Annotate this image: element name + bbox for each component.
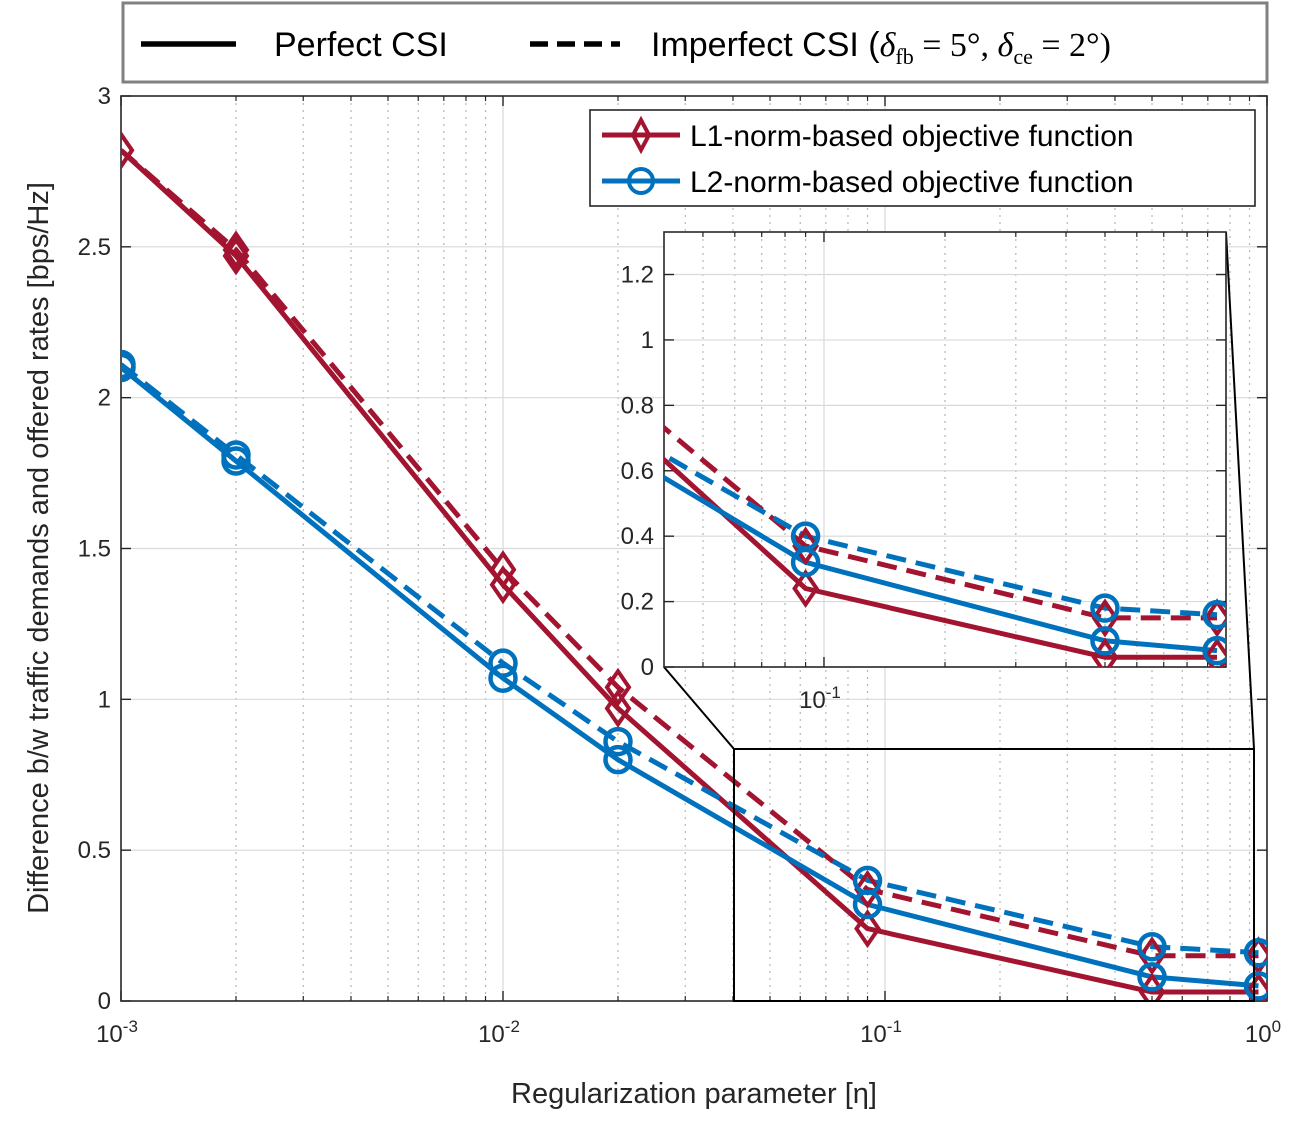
x-axis-label: Regularization parameter [η] [511,1078,877,1110]
main-series-2-marker [1137,962,1167,992]
inset-axes: 10-1 0 0.2 0.4 0.6 0.8 1 1.2 [621,231,1227,714]
legend-circle-marker [627,167,655,195]
main-series-1-marker [222,230,250,270]
chart_data-y-tick-label: 0 [98,988,111,1015]
main-series-1-marker [489,550,517,590]
chart_data-y-tick-label: 1 [98,686,111,713]
chart_data.inset-x-tick-label: 10-1 [799,683,841,714]
chart_data.inset-y-tick-label: 0.2 [621,589,654,616]
chart_data.inset-y-tick-label: 1.2 [621,262,654,289]
zoom-region [663,231,1255,1002]
chart_data-y-tick-label: 2.5 [78,234,111,261]
chart_data-y-tick-label: 2 [98,385,111,412]
legend-perfect-label: Perfect CSI [274,26,448,64]
series-legend: L1-norm-based objective function L2-norm… [589,109,1256,207]
chart_data.inset-y-tick-label: 0.6 [621,458,654,485]
zoom-connector-right [1225,231,1255,750]
chart_data-x-tick-label: 10-3 [96,1017,138,1048]
chart_data-x-tick-label: 10-1 [860,1017,902,1048]
main-series-0-marker [489,565,517,605]
chart_data-y-tick-label: 1.5 [78,536,111,563]
main-series-0-marker [854,909,881,949]
main-series-2-marker [603,744,633,775]
main-series-3-marker [1243,937,1267,968]
inset-series-1-marker [1091,598,1119,638]
main-series-3-marker [121,349,136,380]
main-series-3-marker [1137,931,1167,962]
main-series-3-marker [221,440,251,470]
chart_data.inset-y-tick-label: 0.8 [621,392,654,419]
main-series-1-marker [1138,936,1166,976]
zoom-box [733,748,1255,1002]
inset-series-1-marker [1203,598,1226,638]
chart_data-y-tick-label: 3 [98,83,111,110]
inset-series-0-marker [792,568,820,609]
inset-series-0-line [664,456,1217,660]
main-series-3-line [121,362,1259,956]
top-legend: Perfect CSI Imperfect CSI (δfb = 5°, δce… [121,1,1269,84]
chart_data.inset-y-tick-label: 1 [641,327,654,354]
chart_data-x-tick-label: 100 [1245,1017,1281,1048]
chart_data.inset-y-tick-label: 0 [641,654,654,681]
inset-series-3-marker [1202,599,1226,630]
zoom-connector-left [663,666,735,750]
main-series-1-line [121,148,1259,959]
main-series-3-marker [852,865,883,896]
legend-l2-label: L2-norm-based objective function [690,166,1134,199]
chart_data.inset-y-tick-label: 0.4 [621,523,654,550]
main-series-2-marker [1243,971,1267,1001]
inset-series-2-marker [1202,635,1226,666]
legend-l1-label: L1-norm-based objective function [690,120,1134,153]
main-series-2-marker [488,663,518,693]
inset-series-0-marker [1203,637,1226,667]
main-series-3-marker [488,648,518,678]
main-series-0-marker [222,236,250,276]
main-series-0-marker [1245,972,1267,1001]
chart_data-x-tick-label: 10-2 [478,1017,520,1048]
inset-series-2-marker [1090,626,1120,656]
main-series-0-marker [604,688,632,728]
inset-series-1-marker [792,526,820,566]
main-series-1-marker [604,667,632,707]
inset-series-3-marker [790,521,821,551]
inset-series-3-line [664,452,1218,618]
inset-series-3-marker [1090,593,1120,623]
legend-imperfect-label: Imperfect CSI (δfb = 5°, δce = 2°) [651,26,1111,69]
y-axis-label: Difference b/w traffic demands and offer… [23,182,55,914]
main-series-0-line [121,148,1259,995]
chart_data-y-tick-label: 0.5 [78,837,111,864]
main-series-1-marker [854,869,881,909]
legend-diamond-marker [630,115,652,155]
main-series-1-marker [121,130,135,170]
main-series-3-marker [603,726,633,757]
